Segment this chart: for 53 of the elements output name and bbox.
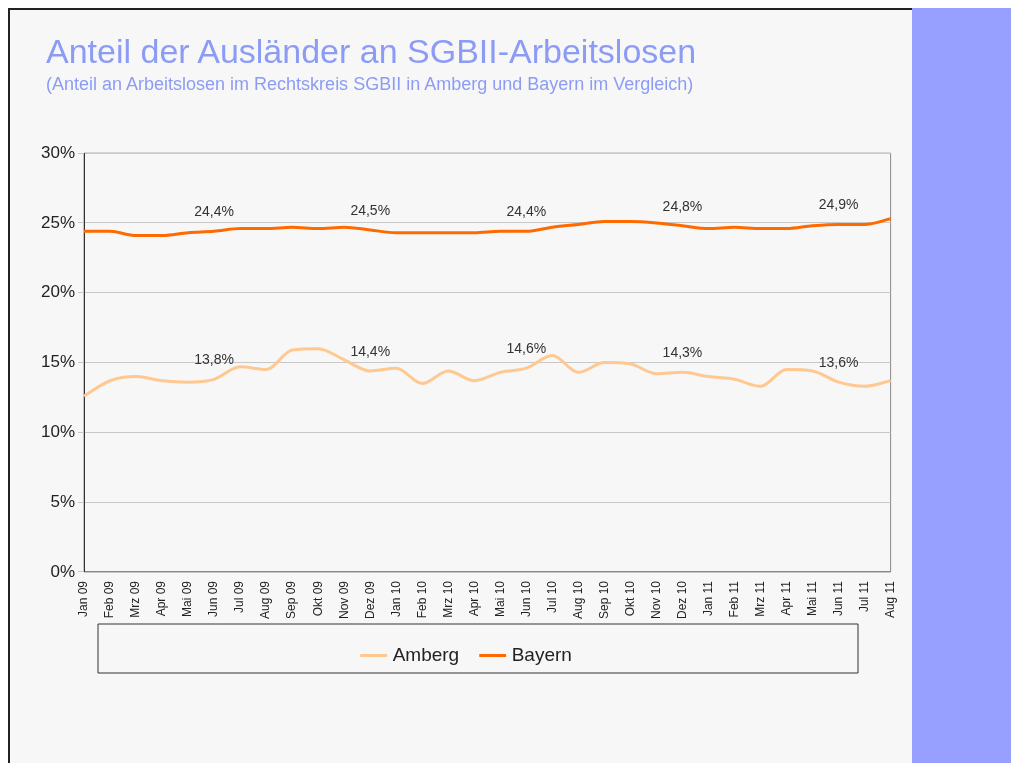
data-label: 24,8%	[662, 197, 703, 214]
x-tick-label: Sep 09	[284, 580, 299, 620]
x-tick-label: Apr 11	[778, 580, 793, 616]
y-tick-label: 20%	[40, 282, 76, 302]
data-label: 24,4%	[194, 203, 234, 220]
x-tick-label: Jan 09	[76, 580, 91, 617]
data-label: 14,6%	[506, 340, 547, 357]
x-tick-label: Mrz 10	[440, 580, 455, 618]
y-tick-label: 10%	[40, 422, 76, 442]
legend-label: Bayern	[511, 643, 572, 665]
x-tick-label: Jun 11	[830, 580, 845, 617]
data-label: 24,4%	[506, 203, 547, 220]
x-tick-label: Feb 10	[414, 580, 429, 619]
x-tick-label: Mai 11	[804, 580, 819, 617]
data-label: 13,8%	[194, 351, 234, 368]
chart-subtitle: (Anteil an Arbeitslosen im Rechtskreis SGBII in Amberg und Bayern im Vergleich)	[46, 74, 694, 95]
x-tick-label: Jul 11	[856, 580, 871, 613]
x-tick-label: Jun 10	[518, 580, 533, 617]
data-label: 14,3%	[662, 344, 703, 361]
x-tick-label: Dez 10	[674, 580, 689, 619]
data-label: 13,6%	[818, 353, 859, 370]
x-tick-label: Aug 09	[258, 580, 273, 620]
y-tick-label: 5%	[50, 491, 76, 511]
x-tick-label: Jan 10	[388, 580, 403, 617]
x-tick-label: Sep 10	[596, 580, 611, 620]
x-tick-label: Feb 09	[102, 580, 117, 619]
x-tick-label: Nov 09	[336, 580, 351, 619]
x-tick-label: Dez 09	[362, 580, 377, 619]
chart-title: Anteil der Ausländer an SGBII-Arbeitslosen	[46, 32, 697, 71]
legend-label: Amberg	[392, 643, 460, 665]
x-tick-label: Aug 10	[570, 580, 585, 620]
x-tick-label: Mai 09	[180, 580, 195, 617]
x-tick-label: Mrz 11	[752, 580, 767, 617]
x-tick-label: Apr 10	[466, 580, 481, 617]
x-tick-label: Jul 10	[544, 580, 559, 613]
y-tick-label: 0%	[50, 561, 76, 581]
y-tick-label: 25%	[40, 212, 76, 232]
x-tick-label: Apr 09	[154, 580, 169, 617]
x-tick-label: Mai 10	[492, 580, 507, 617]
x-tick-label: Jan 11	[700, 580, 715, 617]
x-tick-label: Okt 09	[310, 580, 325, 617]
x-tick-label: Nov 10	[648, 580, 663, 619]
data-label: 24,9%	[818, 196, 859, 213]
data-label: 14,4%	[350, 342, 391, 359]
x-tick-label: Aug 11	[882, 580, 897, 619]
data-label: 24,5%	[350, 201, 391, 218]
y-tick-label: 30%	[40, 142, 76, 162]
x-tick-label: Jul 09	[232, 580, 247, 613]
x-tick-label: Feb 11	[726, 580, 741, 618]
x-tick-label: Jun 09	[206, 580, 221, 617]
x-tick-label: Okt 10	[622, 580, 637, 617]
x-tick-label: Mrz 09	[128, 580, 143, 618]
y-tick-label: 15%	[40, 352, 76, 372]
